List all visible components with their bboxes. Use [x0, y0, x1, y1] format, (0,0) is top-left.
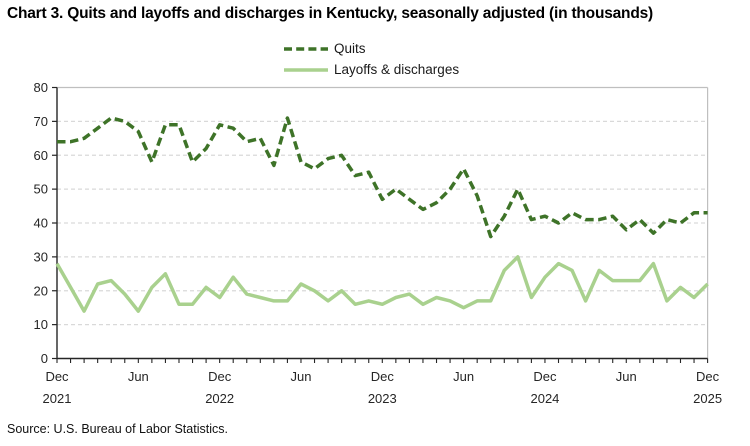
- y-axis-label: 0: [41, 351, 48, 366]
- x-axis-label: Jun: [128, 369, 149, 384]
- legend-item-quits: Quits: [283, 38, 459, 59]
- y-axis-label: 30: [34, 249, 48, 264]
- quits-series-line: [57, 116, 708, 239]
- x-axis-year-label: 2024: [530, 391, 559, 406]
- y-axis-label: 80: [34, 80, 48, 95]
- x-axis-label: Jun: [290, 369, 311, 384]
- legend: Quits Layoffs & discharges: [283, 38, 459, 80]
- x-axis-label: Dec: [371, 369, 395, 384]
- y-axis-label: 50: [34, 182, 48, 197]
- x-axis-label: Dec: [696, 369, 720, 384]
- x-axis-label: Jun: [616, 369, 637, 384]
- x-axis-label: Jun: [453, 369, 474, 384]
- chart-title: Chart 3. Quits and layoffs and discharge…: [7, 5, 653, 22]
- source-note: Source: U.S. Bureau of Labor Statistics.: [7, 422, 228, 436]
- layoffs-series-line: [55, 255, 709, 313]
- legend-label-layoffs: Layoffs & discharges: [334, 62, 460, 77]
- legend-item-layoffs: Layoffs & discharges: [283, 59, 459, 80]
- x-axis-label: Dec: [208, 369, 232, 384]
- x-axis-label: Dec: [45, 369, 69, 384]
- y-axis-label: 70: [34, 114, 48, 129]
- quits-line-swatch: [284, 46, 328, 51]
- x-axis-label: Dec: [533, 369, 557, 384]
- y-axis-label: 20: [34, 283, 48, 298]
- layoffs-line-swatch: [284, 67, 328, 72]
- y-axis-label: 10: [34, 317, 48, 332]
- legend-label-quits: Quits: [334, 41, 366, 56]
- x-axis-year-label: 2025: [693, 391, 722, 406]
- y-axis-label: 40: [34, 216, 48, 231]
- y-axis-label: 60: [34, 148, 48, 163]
- x-axis-year-label: 2023: [368, 391, 397, 406]
- x-axis-year-label: 2021: [43, 391, 72, 406]
- x-axis-year-label: 2022: [205, 391, 234, 406]
